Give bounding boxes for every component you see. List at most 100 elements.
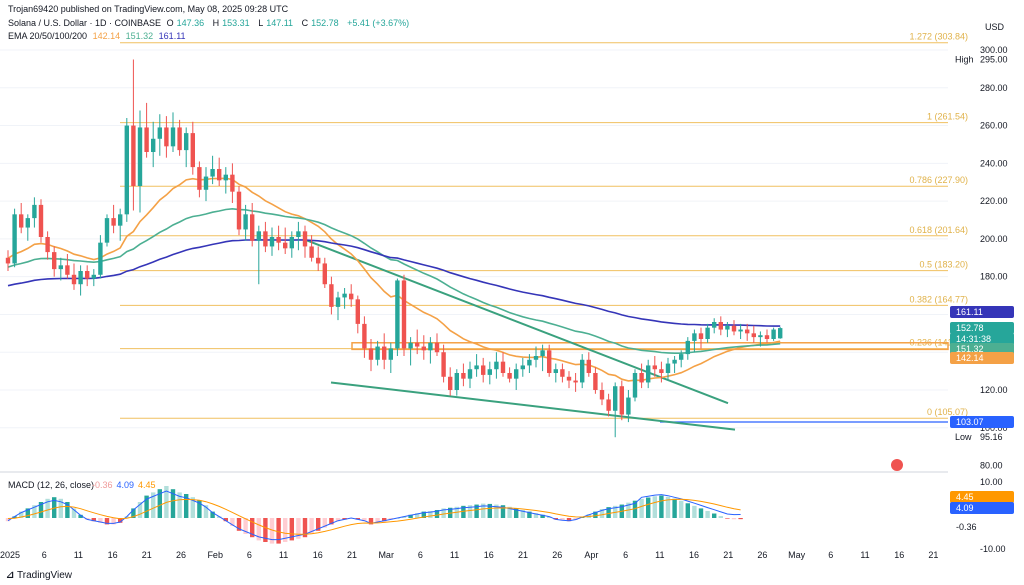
macd-bar	[309, 518, 314, 534]
macd-bar	[85, 518, 90, 520]
candle-body	[725, 325, 730, 330]
fib-label: 0.618 (201.64)	[909, 225, 968, 235]
time-tick: 16	[894, 550, 904, 560]
price-tick: 300.00	[980, 45, 1008, 55]
macd-bar	[606, 507, 611, 518]
candle-body	[111, 218, 116, 226]
support-zone	[351, 342, 949, 351]
macd-bar	[78, 514, 83, 518]
macd-bar	[599, 509, 605, 518]
macd-bar	[276, 518, 281, 544]
time-tick: 2025	[0, 550, 20, 560]
candle-body	[540, 350, 545, 356]
candle-body	[520, 365, 525, 370]
macd-bar	[718, 516, 723, 518]
macd-bar	[441, 508, 446, 518]
candle-body	[151, 138, 156, 152]
candle-body	[342, 293, 347, 298]
candle-body	[494, 361, 499, 370]
candle-body	[322, 263, 327, 285]
candle-body	[289, 237, 294, 249]
candle-body	[461, 373, 466, 379]
price-label-low: Low	[955, 432, 972, 442]
macd-bar	[692, 505, 697, 518]
candle-body	[217, 169, 222, 181]
macd-bar	[685, 503, 690, 518]
ema20-line	[7, 177, 781, 382]
time-tick: 26	[757, 550, 767, 560]
macd-bar	[19, 511, 24, 518]
time-tick: Apr	[584, 550, 598, 560]
price-tick: 200.00	[980, 234, 1008, 244]
candle-body	[12, 214, 17, 264]
time-tick: May	[788, 550, 806, 560]
candle-body	[778, 328, 783, 339]
macd-bar	[223, 518, 228, 522]
candle-body	[408, 342, 413, 349]
macd-bar	[646, 497, 651, 518]
candle-body	[276, 237, 281, 243]
macd-bar	[217, 516, 222, 518]
macd-bar	[527, 511, 532, 518]
candle-body	[626, 397, 631, 415]
candle-body	[137, 127, 143, 186]
macd-bar	[12, 516, 17, 518]
macd-pill: 4.09	[950, 502, 1014, 514]
candle-body	[210, 169, 215, 177]
macd-readout-value: 4.45	[138, 480, 156, 490]
candle-body	[580, 359, 585, 383]
price-tick: 180.00	[980, 272, 1008, 282]
macd-bar	[151, 492, 156, 518]
time-tick: 11	[450, 550, 459, 560]
candle-body	[124, 125, 129, 215]
candle-body	[316, 257, 321, 264]
candle-body	[250, 214, 255, 241]
candle-body	[190, 133, 195, 168]
candle-body	[283, 242, 288, 249]
macd-bar	[428, 510, 433, 518]
candle-body	[553, 369, 558, 373]
price-pill: 142.14	[950, 352, 1014, 364]
fibonacci-levels: 1.272 (303.84) 1 (261.54) 0.786 (227.90) 0.…	[120, 32, 968, 423]
macd-bar	[322, 518, 327, 528]
macd-bar	[190, 497, 195, 518]
ema-lines	[7, 177, 781, 382]
candle-body	[362, 323, 367, 349]
macd-bar	[679, 500, 684, 518]
candle-body	[745, 329, 750, 334]
price-tick: 80.00	[980, 461, 1003, 471]
macd-bar	[184, 494, 189, 518]
macd-bar	[725, 518, 730, 519]
macd-bar	[408, 514, 413, 518]
macd-line	[7, 490, 741, 541]
ema100-line	[7, 238, 781, 327]
candle-body	[395, 280, 400, 349]
candle-body	[203, 176, 209, 190]
macd-bar	[65, 502, 70, 518]
macd-bar	[461, 505, 466, 518]
fib-label: 0.786 (227.90)	[909, 175, 968, 185]
candle-body	[19, 214, 24, 228]
candle-body	[679, 354, 684, 360]
macd-bar	[474, 504, 479, 518]
candle-body	[243, 214, 248, 230]
macd-bar	[256, 518, 261, 541]
macd-panel: MACD (12, 26, close)-0.36 4.09 4.45 10.00 -1…	[5, 477, 1006, 554]
macd-readout-value: 4.09	[117, 480, 135, 490]
macd-bar	[540, 514, 545, 518]
candle-body	[672, 359, 677, 364]
macd-bar	[553, 518, 558, 520]
candle-body	[118, 214, 123, 226]
candle-body	[382, 346, 387, 360]
candle-body	[98, 242, 103, 275]
macd-bar	[243, 518, 248, 534]
fib-label: 0.382 (164.77)	[909, 294, 968, 304]
macd-bar	[170, 489, 176, 518]
time-tick: Mar	[378, 550, 394, 560]
ema-legend[interactable]: EMA 20/50/100/200 142.14 151.32 161.11	[8, 31, 186, 41]
candle-body	[533, 356, 539, 360]
candle-body	[329, 284, 334, 307]
time-tick: 21	[723, 550, 733, 560]
macd-bar	[533, 513, 539, 518]
